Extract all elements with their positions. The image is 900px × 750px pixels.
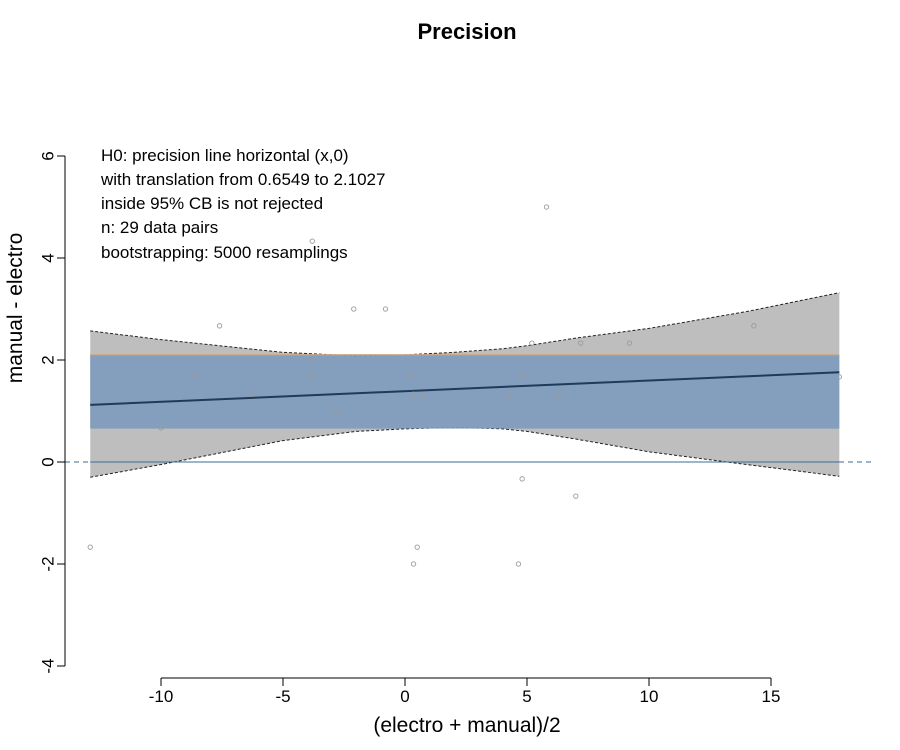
annotation-line-2: with translation from 0.6549 to 2.1027 bbox=[100, 170, 385, 189]
data-point bbox=[334, 408, 340, 414]
data-point bbox=[407, 374, 413, 380]
y-tick-label: 2 bbox=[39, 355, 58, 364]
x-tick-label: -10 bbox=[149, 687, 174, 706]
plot-area bbox=[65, 204, 872, 567]
data-point bbox=[410, 561, 417, 567]
data-point bbox=[529, 340, 535, 346]
data-point bbox=[216, 323, 223, 329]
data-point bbox=[351, 306, 357, 312]
data-point bbox=[87, 544, 93, 550]
y-tick-label: 4 bbox=[39, 253, 58, 262]
x-tick-label: 5 bbox=[522, 687, 531, 706]
y-axis-label: manual - electro bbox=[4, 233, 27, 384]
data-points bbox=[87, 204, 842, 567]
chart-title: Precision bbox=[417, 19, 516, 44]
x-axis: -10 -5 0 5 10 15 bbox=[149, 677, 781, 706]
data-point bbox=[248, 391, 254, 397]
x-tick-label: 15 bbox=[762, 687, 781, 706]
y-tick-label: 0 bbox=[39, 457, 58, 466]
annotation-line-3: inside 95% CB is not rejected bbox=[101, 194, 323, 213]
data-point bbox=[519, 476, 525, 482]
data-point bbox=[751, 323, 757, 329]
data-point bbox=[309, 238, 315, 244]
data-point bbox=[519, 374, 525, 380]
data-point bbox=[573, 493, 579, 499]
annotation-line-1: H0: precision line horizontal (x,0) bbox=[101, 146, 349, 165]
regression-line bbox=[90, 371, 840, 406]
y-tick-label: -4 bbox=[39, 658, 58, 673]
x-tick-label: 0 bbox=[400, 687, 409, 706]
y-tick-label: -2 bbox=[39, 556, 58, 571]
data-point bbox=[382, 306, 389, 312]
data-point bbox=[515, 561, 522, 567]
translation-band bbox=[90, 354, 840, 429]
x-tick-label: 10 bbox=[640, 687, 659, 706]
data-point bbox=[307, 357, 313, 363]
y-tick-label: 6 bbox=[39, 151, 58, 160]
data-point bbox=[836, 374, 842, 380]
data-point bbox=[556, 391, 562, 397]
data-point bbox=[578, 340, 584, 346]
y-axis: -4 -2 0 2 4 6 bbox=[39, 151, 66, 674]
data-point bbox=[309, 374, 315, 380]
data-point bbox=[419, 391, 425, 397]
data-point bbox=[543, 204, 550, 210]
data-point bbox=[414, 544, 420, 550]
data-point bbox=[626, 340, 633, 346]
data-point bbox=[507, 391, 513, 397]
annotation-line-4: n: 29 data pairs bbox=[101, 218, 218, 237]
data-point bbox=[192, 374, 198, 380]
annotation-block: H0: precision line horizontal (x,0) with… bbox=[100, 146, 385, 262]
data-point bbox=[410, 391, 417, 397]
x-axis-label: (electro + manual)/2 bbox=[373, 714, 560, 737]
x-tick-label: -5 bbox=[275, 687, 290, 706]
annotation-line-5: bootstrapping: 5000 resamplings bbox=[101, 243, 348, 262]
data-point bbox=[158, 425, 164, 431]
